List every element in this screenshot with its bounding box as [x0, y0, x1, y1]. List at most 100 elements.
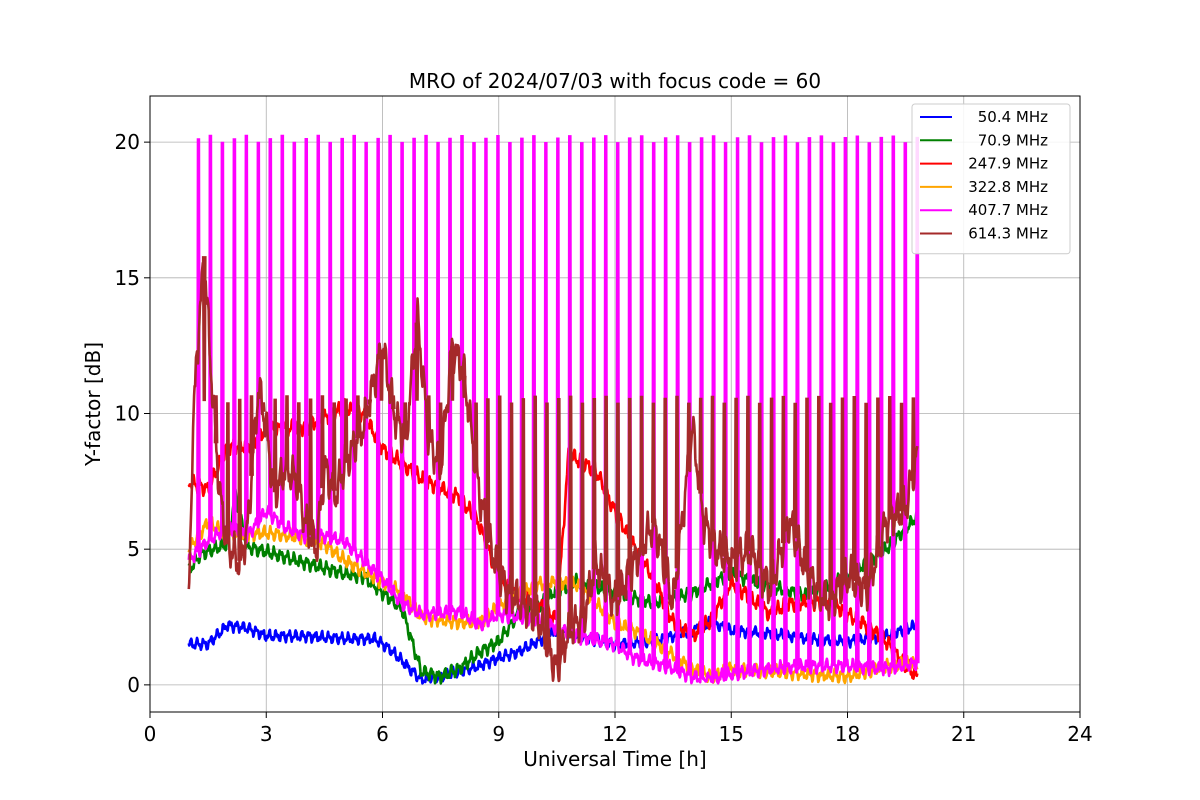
series-spike	[603, 395, 609, 585]
series-spike	[627, 397, 633, 573]
series-spike	[887, 396, 893, 520]
series-spike	[831, 142, 836, 666]
x-tick-label: 9	[492, 722, 505, 746]
series-spike	[686, 402, 692, 461]
series-spike	[579, 142, 585, 638]
x-tick-label: 24	[1067, 722, 1092, 746]
x-tick-label: 21	[951, 722, 976, 746]
series-spike	[875, 397, 881, 552]
series-spike	[769, 397, 774, 585]
series-spike	[272, 398, 278, 493]
series-spike	[855, 135, 860, 667]
series-spike	[327, 141, 333, 538]
series-spike	[781, 395, 786, 544]
series-spike	[863, 402, 869, 590]
legend-label: 614.3 MHz	[968, 225, 1048, 243]
series-spike	[899, 402, 904, 512]
x-tick-label: 3	[260, 722, 273, 746]
series-spike	[840, 397, 845, 584]
x-tick-label: 18	[835, 722, 860, 746]
series-spike	[237, 398, 243, 561]
y-tick-label: 15	[115, 266, 140, 290]
series-spike	[367, 399, 373, 405]
series-spike	[556, 398, 562, 665]
series-spike	[461, 375, 467, 398]
series-spike	[438, 402, 443, 468]
series-spike	[567, 135, 573, 634]
legend-label: 50.4 MHz	[978, 108, 1048, 126]
series-spike	[232, 138, 237, 531]
x-tick-label: 0	[144, 722, 157, 746]
series-spike	[426, 395, 432, 439]
series-spike	[639, 395, 644, 548]
series-spike	[902, 142, 908, 666]
series-spike	[343, 398, 349, 463]
series-spike	[816, 395, 822, 591]
series-spike	[256, 141, 261, 522]
series-spike	[201, 256, 207, 402]
series-spike	[521, 398, 526, 605]
legend: 50.4 MHz 70.9 MHz 247.9 MHz 322.8 MHz 407.7 …	[911, 103, 1071, 255]
series-spike	[308, 398, 313, 536]
series-spike	[249, 395, 254, 476]
series-spike	[544, 402, 550, 644]
series-spike	[651, 402, 656, 523]
series-spike	[485, 398, 491, 535]
series-spike	[284, 395, 290, 470]
series-spike	[745, 395, 751, 552]
series-spike	[363, 141, 369, 564]
series-614-3-mhz	[187, 256, 919, 683]
x-tick-label: 12	[602, 722, 627, 746]
series-spike	[220, 141, 225, 532]
series-spike	[379, 349, 384, 401]
series-spike	[532, 395, 538, 616]
series-spike	[792, 402, 798, 539]
series-spike	[471, 142, 477, 622]
legend-label: 407.7 MHz	[968, 201, 1048, 219]
y-tick-label: 5	[127, 537, 140, 561]
series-spike	[555, 137, 561, 629]
series-spike	[591, 137, 597, 640]
series-spike	[261, 402, 266, 412]
axis-ticks: 0 3 6 9 12 15 18 21 24 0 5 10 15 20	[115, 130, 1093, 746]
series-spike	[843, 137, 848, 666]
series-spike	[851, 396, 857, 582]
series-spike	[497, 395, 503, 573]
series-spike	[580, 402, 585, 619]
series-spike	[757, 402, 763, 569]
series-spike	[339, 137, 345, 541]
series-spike	[414, 322, 420, 401]
series-spike	[268, 138, 273, 515]
series-spike	[698, 397, 703, 494]
series-spike	[331, 402, 337, 491]
chart-title: MRO of 2024/07/03 with focus code = 60	[409, 69, 821, 93]
series-spike	[450, 346, 455, 401]
series-spike	[213, 395, 219, 444]
series-spike	[435, 141, 441, 614]
y-tick-label: 0	[127, 673, 140, 697]
series-spike	[591, 398, 597, 570]
legend-label: 70.9 MHz	[978, 131, 1048, 149]
series-spike	[279, 134, 285, 525]
series-spike	[225, 402, 231, 545]
series-spike	[911, 397, 916, 473]
y-axis-title: Y-factor [dB]	[81, 342, 105, 467]
series-spike	[303, 138, 309, 536]
plot-lines	[187, 134, 920, 685]
series-spike	[296, 402, 302, 490]
series-spike	[568, 395, 573, 629]
series-spike	[351, 134, 357, 552]
legend-label: 322.8 MHz	[968, 178, 1048, 196]
series-spike	[674, 395, 680, 569]
series-spike	[867, 142, 872, 668]
series-spike	[890, 135, 896, 668]
series-spike	[804, 397, 810, 572]
series-spike	[320, 395, 325, 489]
series-spike	[615, 142, 621, 647]
legend-box	[911, 103, 1071, 255]
series-spike	[615, 402, 621, 598]
x-axis-title: Universal Time [h]	[523, 747, 706, 771]
series-spike	[355, 395, 361, 439]
legend-label: 247.9 MHz	[968, 155, 1048, 173]
